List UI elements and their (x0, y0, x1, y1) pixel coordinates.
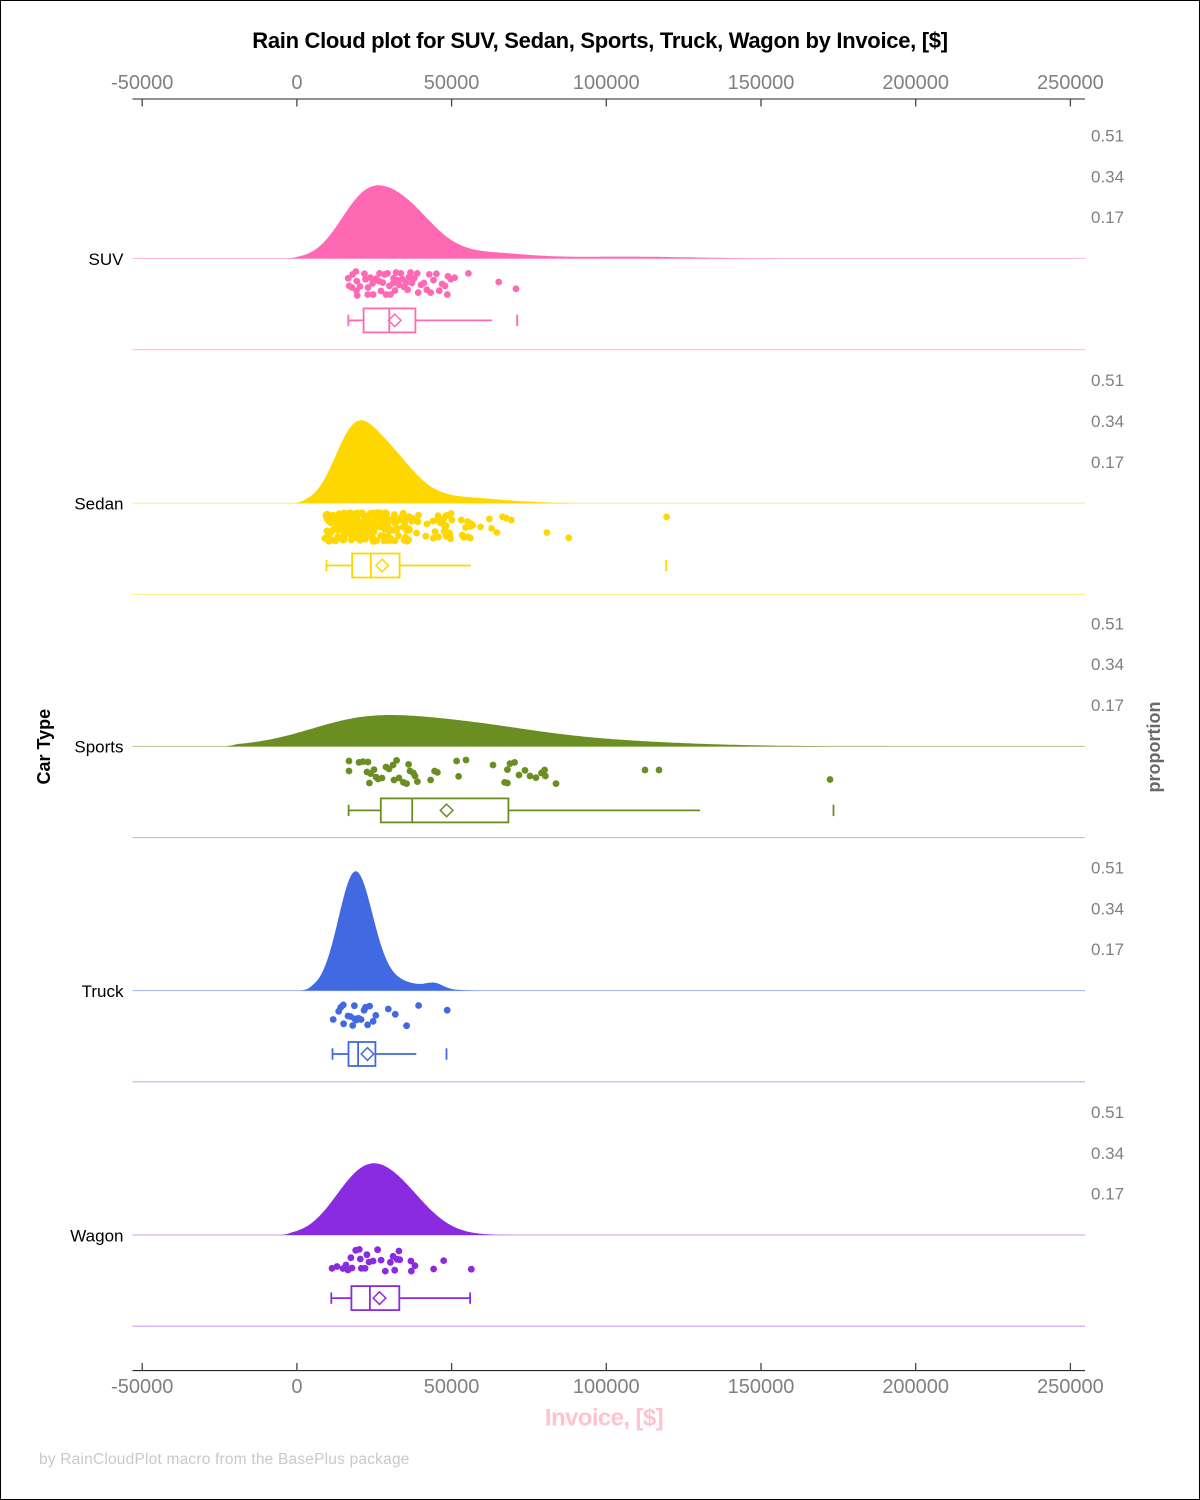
svg-text:250000: 250000 (1037, 72, 1104, 94)
svg-text:proportion: proportion (1144, 702, 1164, 793)
svg-text:0.17: 0.17 (1091, 1185, 1124, 1204)
svg-text:0.34: 0.34 (1091, 167, 1124, 186)
svg-text:0.17: 0.17 (1091, 696, 1124, 715)
svg-text:50000: 50000 (424, 1376, 480, 1398)
svg-text:200000: 200000 (882, 1376, 949, 1398)
svg-text:0.17: 0.17 (1091, 453, 1124, 472)
svg-text:0: 0 (291, 1376, 302, 1398)
svg-text:250000: 250000 (1037, 1376, 1104, 1398)
svg-text:-50000: -50000 (111, 1376, 173, 1398)
svg-text:150000: 150000 (728, 72, 795, 94)
svg-text:0.34: 0.34 (1091, 655, 1124, 674)
svg-text:SUV: SUV (89, 250, 125, 269)
svg-text:200000: 200000 (882, 72, 949, 94)
svg-text:Sedan: Sedan (74, 495, 123, 514)
svg-text:0.34: 0.34 (1091, 899, 1124, 918)
svg-text:0: 0 (291, 72, 302, 94)
svg-text:50000: 50000 (424, 72, 480, 94)
svg-text:0.17: 0.17 (1091, 208, 1124, 227)
svg-text:Sports: Sports (74, 738, 123, 757)
svg-text:0.51: 0.51 (1091, 371, 1124, 390)
svg-text:150000: 150000 (728, 1376, 795, 1398)
svg-text:0.51: 0.51 (1091, 859, 1124, 878)
svg-text:100000: 100000 (573, 72, 640, 94)
svg-text:0.51: 0.51 (1091, 126, 1124, 145)
svg-text:0.34: 0.34 (1091, 1144, 1124, 1163)
svg-text:0.17: 0.17 (1091, 940, 1124, 959)
svg-text:100000: 100000 (573, 1376, 640, 1398)
svg-text:0.34: 0.34 (1091, 412, 1124, 431)
svg-text:Truck: Truck (82, 982, 124, 1001)
svg-text:-50000: -50000 (111, 72, 173, 94)
svg-text:Wagon: Wagon (70, 1226, 123, 1245)
svg-text:Invoice, [$]: Invoice, [$] (545, 1404, 663, 1431)
svg-text:Rain Cloud plot for SUV, Sedan: Rain Cloud plot for SUV, Sedan, Sports, … (252, 28, 948, 53)
svg-text:Car Type: Car Type (34, 709, 54, 785)
svg-text:by RainCloudPlot macro from th: by RainCloudPlot macro from the BasePlus… (39, 1451, 410, 1468)
svg-text:0.51: 0.51 (1091, 614, 1124, 633)
svg-text:0.51: 0.51 (1091, 1103, 1124, 1122)
